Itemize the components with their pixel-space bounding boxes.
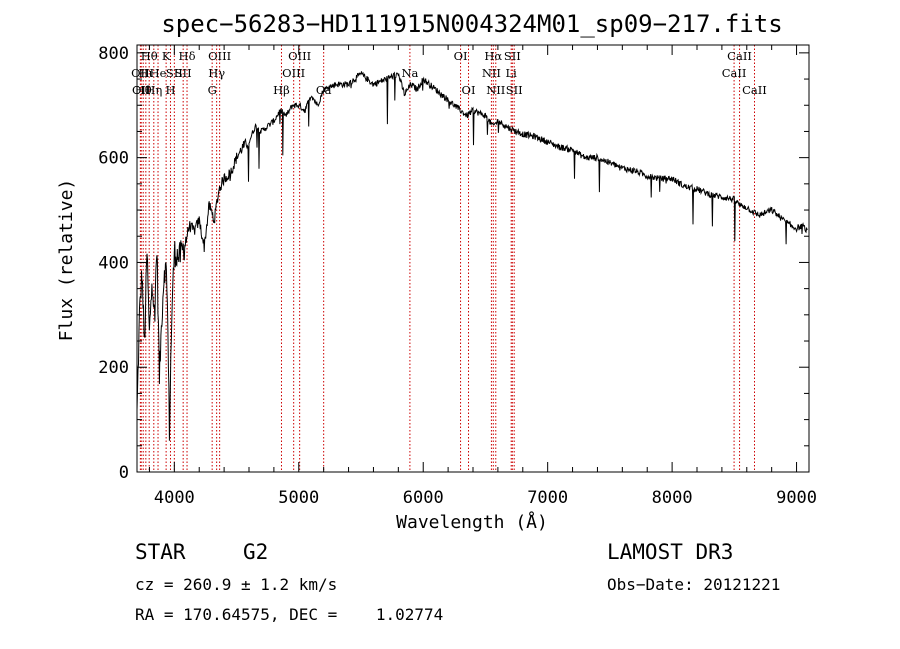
line-marker-label-2: Hθ	[135, 83, 152, 97]
line-marker-label-19: Na	[401, 66, 418, 80]
y-tick-label-3: 600	[98, 149, 129, 169]
line-marker-label-29: CaII	[727, 49, 752, 63]
survey-name: LAMOST DR3	[607, 540, 734, 564]
line-marker-label-9: SII	[166, 66, 183, 80]
axis-ticks: 4000 5000 6000 7000 8000 9000 0 200 400 600 800	[98, 44, 817, 508]
x-axis-label: Wavelength (Å)	[396, 511, 548, 533]
line-marker-label-28: CaII	[722, 66, 747, 80]
line-marker-label-21: OI	[462, 83, 476, 97]
line-marker-label-24: NII	[486, 83, 505, 97]
line-marker-label-17: OIII	[288, 49, 311, 63]
observation-date: Obs−Date: 20121221	[607, 575, 781, 594]
line-marker-label-23: Hα	[484, 49, 502, 63]
line-marker-label-22: NII	[482, 66, 501, 80]
object-class: STAR	[135, 540, 186, 564]
object-subclass: G2	[243, 540, 269, 564]
line-marker-label-8: H	[165, 83, 175, 97]
line-marker-label-27: SII	[506, 83, 523, 97]
y-axis-label: Flux (relative)	[56, 179, 77, 342]
line-marker-label-11: SII	[175, 66, 192, 80]
line-marker-label-16: OIII	[282, 66, 305, 80]
line-marker-label-6: He	[150, 66, 167, 80]
line-marker-label-13: Hγ	[208, 66, 225, 80]
line-marker-label-26: SII	[504, 49, 521, 63]
line-marker-label-5: Hη	[145, 83, 162, 97]
x-tick-label-0: 4000	[154, 488, 195, 508]
line-markers	[139, 45, 755, 472]
line-marker-labels: OIIOIIHθHιHθHηHeKHSIIHδSIIGHγOIIIHβOIIIO…	[131, 49, 767, 97]
chart-title: spec−56283−HD111915N004324M01_sp09−217.f…	[161, 10, 782, 38]
line-marker-label-20: OI	[454, 49, 468, 63]
line-marker-label-30: CaII	[742, 83, 767, 97]
line-marker-label-0: OII	[131, 66, 150, 80]
y-tick-label-4: 800	[98, 44, 129, 64]
line-marker-label-15: Hβ	[273, 83, 290, 97]
x-tick-label-1: 5000	[278, 488, 319, 508]
x-tick-label-2: 6000	[403, 488, 444, 508]
x-tick-label-4: 8000	[652, 488, 693, 508]
line-marker-label-3: Hι	[139, 66, 154, 80]
line-marker-label-10: Hδ	[179, 49, 196, 63]
y-tick-label-2: 400	[98, 253, 129, 273]
coordinates-readout: RA = 170.64575, DEC = 1.02774	[135, 605, 444, 624]
line-marker-label-12: G	[208, 83, 217, 97]
x-tick-label-3: 7000	[527, 488, 568, 508]
redshift-readout: cz = 260.9 ± 1.2 km/s	[135, 575, 338, 594]
line-marker-label-4: Hθ	[141, 49, 158, 63]
line-marker-label-7: K	[162, 49, 171, 63]
spectrum-series-line	[136, 71, 808, 441]
y-tick-label-0: 0	[119, 463, 129, 483]
line-marker-label-25: Li	[506, 66, 518, 80]
x-tick-label-5: 9000	[776, 488, 817, 508]
line-marker-label-14: OIII	[208, 49, 231, 63]
y-tick-label-1: 200	[98, 358, 129, 378]
